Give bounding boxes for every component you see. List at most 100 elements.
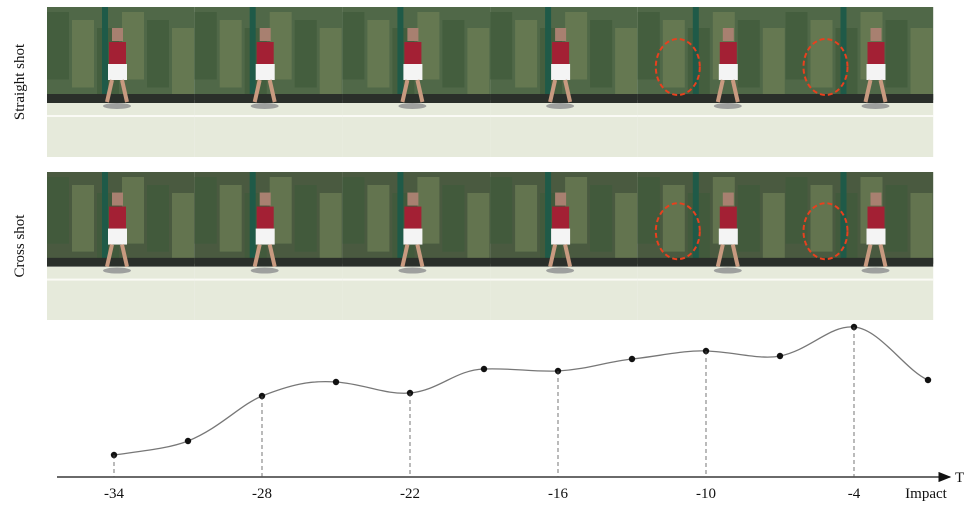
court-line [490,279,638,281]
shirt [404,42,421,64]
post [397,7,403,100]
court-line [47,115,195,117]
photo-frame [47,7,195,157]
shirt [109,207,126,229]
court [490,103,638,157]
post [545,172,551,264]
court [786,103,934,157]
shirt [720,207,737,229]
shorts [551,229,570,245]
shadow [251,103,279,109]
foliage [590,20,612,88]
foliage [663,185,685,252]
court-line [195,115,343,117]
fence-base [47,258,195,267]
foliage [320,28,342,96]
head [555,28,566,41]
shirt [404,207,421,229]
shirt [257,207,274,229]
row-label: Straight shot [12,43,28,120]
fence-base [342,94,490,103]
shorts [719,64,738,80]
fence-base [638,94,786,103]
foliage [811,185,833,252]
foliage [47,12,69,80]
foliage [172,193,194,260]
trajectory-curve [114,327,928,455]
fence-base [638,258,786,267]
shorts [867,229,886,245]
foliage [47,177,69,244]
shadow [714,103,742,109]
shadow [103,103,131,109]
foliage [367,20,389,88]
foliage [911,28,933,96]
shorts [108,229,127,245]
foliage [147,185,169,252]
foliage [72,20,94,88]
photo-frame [786,172,934,320]
court [342,267,490,320]
foliage [342,12,364,80]
foliage [342,177,364,244]
photo-frame [342,7,490,157]
court [195,103,343,157]
foliage [738,185,760,252]
photo-frame [638,7,786,157]
tick-label: -4 [848,486,861,502]
foliage [195,177,217,244]
foliage [220,20,242,88]
foliage [467,28,489,96]
photo-strips [47,7,933,320]
foliage [295,185,317,252]
row-label: Cross shot [12,214,28,278]
fence-base [47,94,195,103]
foliage [738,20,760,88]
photo-frame [195,7,343,157]
foliage [763,28,785,96]
court-line [342,279,490,281]
shorts [256,64,275,80]
court [638,267,786,320]
court-line [638,115,786,117]
court [195,267,343,320]
shadow [103,268,131,274]
foliage [195,12,217,80]
foliage [295,20,317,88]
shadow [251,268,279,274]
foliage [886,185,908,252]
head [260,193,271,206]
head [723,193,734,206]
head [112,193,123,206]
fence-base [490,94,638,103]
head [112,28,123,41]
court [638,103,786,157]
foliage [515,185,537,252]
foliage [467,193,489,260]
shadow [714,268,742,274]
fence-base [490,258,638,267]
court [47,267,195,320]
post [102,7,108,100]
foliage [490,177,512,244]
court-line [638,279,786,281]
foliage [320,193,342,260]
shadow [398,268,426,274]
shorts [867,64,886,80]
shirt [552,42,569,64]
axis-end-label: T [955,470,964,486]
head [260,28,271,41]
foliage [172,28,194,96]
curve-point [925,377,931,383]
tick-label: -10 [696,486,716,502]
shadow [862,103,890,109]
shirt [257,42,274,64]
post [102,172,108,264]
fence-base [342,258,490,267]
foliage [442,185,464,252]
foliage [72,185,94,252]
tick-label: -28 [252,486,272,502]
shorts [403,64,422,80]
photo-frame [342,172,490,320]
fence-base [786,258,934,267]
